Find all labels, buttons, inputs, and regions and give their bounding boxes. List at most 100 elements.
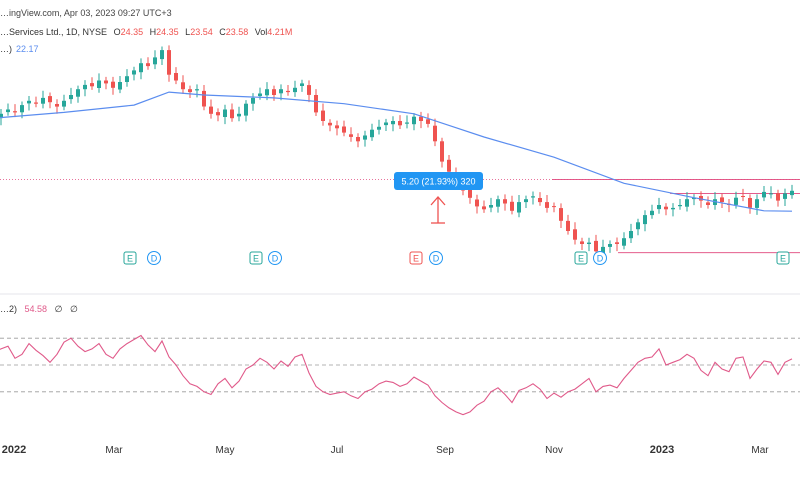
earnings-marker[interactable]: E xyxy=(574,251,588,265)
candle xyxy=(650,204,654,219)
marker-label: D xyxy=(151,254,158,264)
candle xyxy=(279,84,283,101)
marker-label: E xyxy=(578,254,584,264)
dividend-marker[interactable]: D xyxy=(593,251,607,265)
indicator-legend: …2) 54.58 ∅ ∅ xyxy=(0,304,78,314)
candle xyxy=(321,103,325,126)
measure-label: 5.20 (21.93%) 320 xyxy=(401,177,475,187)
candle xyxy=(195,84,199,98)
candle xyxy=(174,67,178,85)
oscillator-line xyxy=(0,334,793,416)
candle xyxy=(237,106,241,122)
marker-label: E xyxy=(780,254,786,264)
volume-value: 4.21M xyxy=(267,27,292,37)
candle xyxy=(62,94,66,111)
candle xyxy=(433,118,437,147)
x-tick-label: Mar xyxy=(751,445,769,456)
earnings-marker[interactable]: E xyxy=(409,251,423,265)
dividend-marker[interactable]: D xyxy=(147,251,161,265)
marker-label: E xyxy=(413,254,419,264)
earnings-marker[interactable]: E xyxy=(776,251,790,265)
earnings-marker[interactable]: E xyxy=(249,251,263,265)
candle xyxy=(118,76,122,94)
candle xyxy=(545,195,549,213)
indicator-value: 54.58 xyxy=(25,304,48,314)
candle xyxy=(524,195,528,208)
ma-value: 22.17 xyxy=(16,44,39,54)
candle xyxy=(202,85,206,111)
x-tick-label: 2023 xyxy=(650,444,674,456)
earnings-marker[interactable]: E xyxy=(123,251,137,265)
x-tick-label: Mar xyxy=(105,445,123,456)
candle xyxy=(27,96,31,111)
price-pane xyxy=(0,45,800,258)
candle xyxy=(517,195,521,218)
candle xyxy=(335,120,339,136)
marker-label: E xyxy=(253,254,259,264)
candle xyxy=(762,186,766,202)
source-line: …ingView.com, Apr 03, 2023 09:27 UTC+3 xyxy=(0,8,172,18)
candle xyxy=(244,100,248,122)
candle xyxy=(125,69,129,87)
candle xyxy=(405,115,409,129)
candle xyxy=(216,108,220,122)
high-value: 24.35 xyxy=(156,27,179,37)
candle xyxy=(139,58,143,80)
dividend-marker[interactable]: D xyxy=(268,251,282,265)
candle xyxy=(531,191,535,205)
candle xyxy=(13,104,17,118)
candle xyxy=(622,232,626,250)
candle xyxy=(384,118,388,131)
candle xyxy=(503,194,507,211)
ma-legend: …) 22.17 xyxy=(0,44,39,54)
candle xyxy=(6,103,10,116)
candle xyxy=(706,196,710,209)
candle xyxy=(615,237,619,252)
candle xyxy=(300,79,304,92)
candle xyxy=(566,214,570,235)
candle xyxy=(412,113,416,131)
candle xyxy=(230,103,234,122)
candle xyxy=(209,99,213,119)
candle xyxy=(160,46,164,65)
marker-label: D xyxy=(597,254,604,264)
dividend-marker[interactable]: D xyxy=(429,251,443,265)
candle xyxy=(342,120,346,137)
candle xyxy=(419,111,423,129)
x-tick-label: Jul xyxy=(331,445,344,456)
candle xyxy=(741,188,745,202)
moving-average-line xyxy=(0,91,793,212)
candle xyxy=(538,192,542,206)
symbol-name: …Services Ltd., 1D, NYSE xyxy=(0,27,107,37)
candle xyxy=(426,113,430,128)
measure-badge xyxy=(394,172,483,190)
candle xyxy=(496,195,500,213)
candle xyxy=(293,80,297,97)
candle xyxy=(328,119,332,132)
candle xyxy=(286,85,290,96)
candle xyxy=(664,203,668,216)
candle xyxy=(489,197,493,213)
candle xyxy=(251,93,255,111)
candle xyxy=(370,123,374,141)
candle xyxy=(720,193,724,208)
oscillator-pane xyxy=(0,334,800,416)
candle xyxy=(510,195,514,215)
candle xyxy=(636,218,640,236)
candle xyxy=(167,45,171,82)
candle xyxy=(587,237,591,252)
candle xyxy=(657,197,661,214)
candle xyxy=(440,137,444,168)
candle xyxy=(643,210,647,232)
candle xyxy=(748,194,752,214)
marker-label: D xyxy=(433,254,440,264)
measure-tool[interactable]: 5.20 (21.93%) 320 xyxy=(394,172,483,224)
candle xyxy=(41,90,45,109)
x-tick-label: Sep xyxy=(436,445,454,456)
candle xyxy=(769,186,773,199)
marker-label: D xyxy=(272,254,279,264)
candle xyxy=(181,75,185,94)
candle xyxy=(349,127,353,142)
